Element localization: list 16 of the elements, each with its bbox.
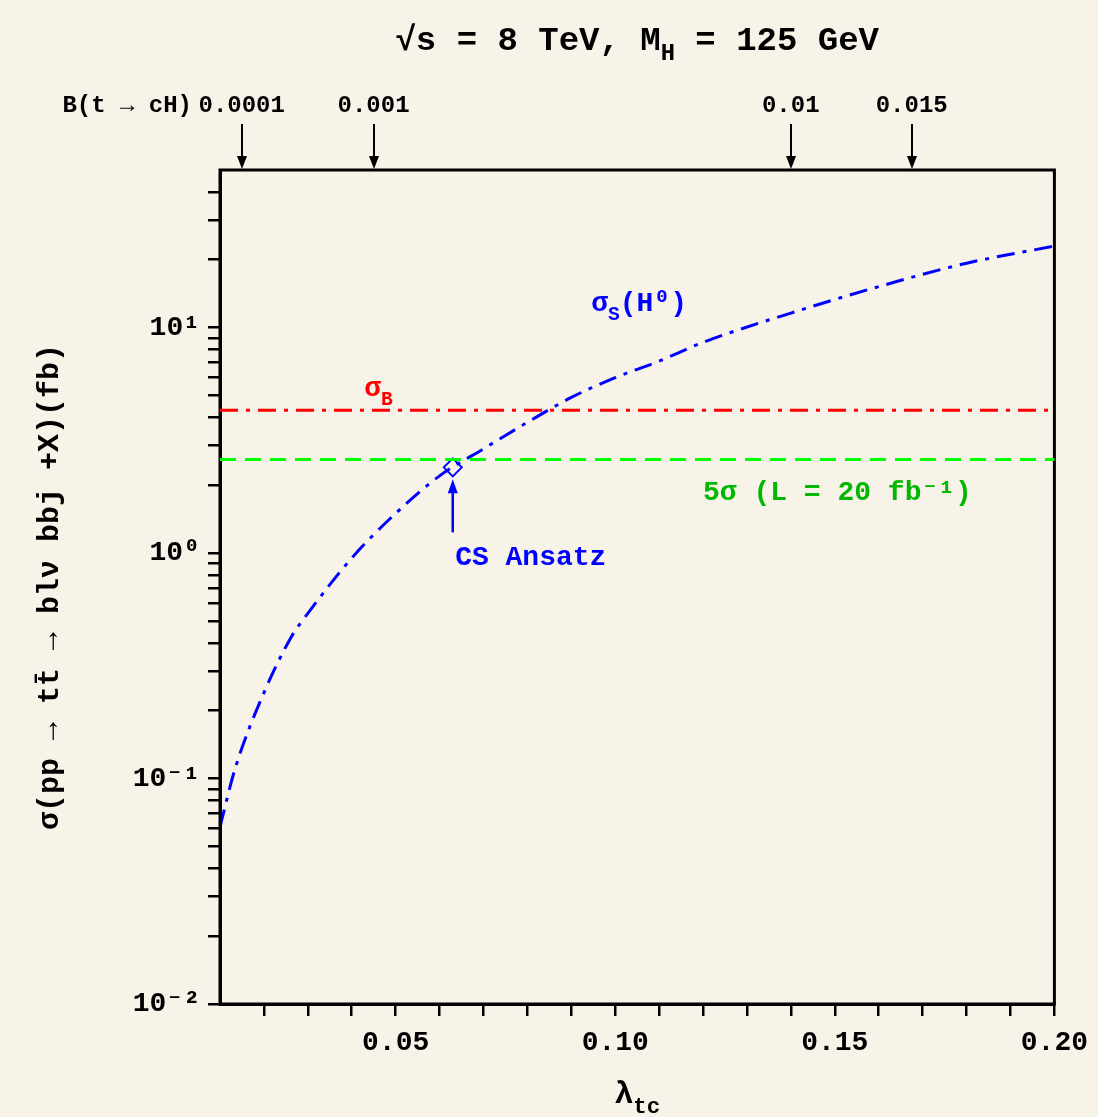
annotation: 5σ (L = 20 fb⁻¹) (703, 476, 972, 508)
x-tick-label: 0.05 (362, 1026, 430, 1058)
y-tick-label: 10¹ (149, 311, 200, 343)
y-tick-label: 10⁻² (132, 988, 200, 1020)
text: 0.015 (875, 92, 948, 119)
y-tick-label: 10⁰ (149, 537, 200, 569)
x-tick-label: 0.15 (801, 1026, 869, 1058)
text: 0.01 (761, 92, 820, 119)
y-tick-label: 10⁻¹ (132, 762, 200, 794)
text: B(t → cH) (62, 92, 192, 119)
annotation: CS Ansatz (455, 542, 607, 574)
x-tick-label: 0.20 (1020, 1026, 1088, 1058)
text: 0.0001 (198, 92, 285, 119)
text: 0.001 (337, 92, 410, 119)
y-axis-title: σ(pp → tt̄ → blν bbj +X)(fb) (33, 343, 67, 831)
x-tick-label: 0.10 (581, 1026, 649, 1058)
